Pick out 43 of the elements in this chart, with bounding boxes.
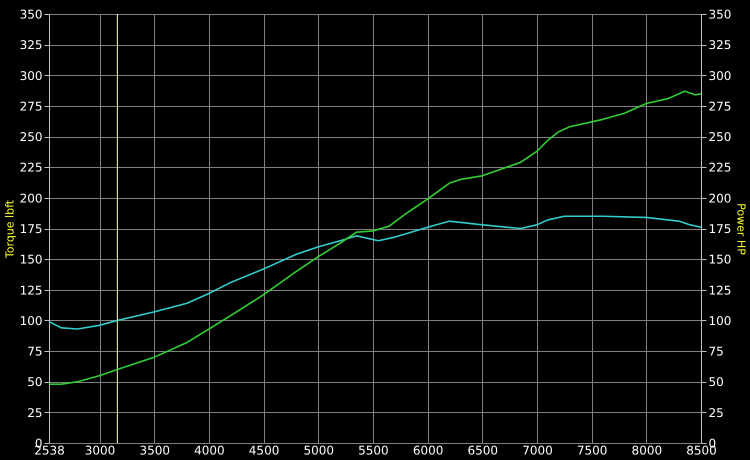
y-tick-label: 200 [20, 191, 42, 206]
y-tick-label: 350 [20, 8, 42, 22]
x-tick-label: 5500 [358, 444, 389, 458]
y-tick-label: 300 [20, 68, 42, 83]
y2-tick-label: 100 [708, 314, 732, 328]
y-tick-label: 25 [27, 406, 42, 420]
y2-tick-label: 150 [708, 252, 732, 267]
y2-tick-label: 325 [708, 38, 732, 52]
y-axis-title: Torque lbft [4, 199, 17, 260]
y2-tick-label: 350 [708, 8, 732, 22]
y2-tick-label: 200 [708, 191, 732, 206]
y2-tick-label: 225 [708, 160, 732, 175]
line-series [48, 215, 702, 330]
y2-tick-label: 125 [708, 283, 732, 298]
x-tick-label: 6000 [412, 444, 444, 458]
x-tick-label: 6500 [468, 444, 498, 458]
x-tick-label: 4500 [248, 444, 280, 458]
y-tick-label: 175 [20, 222, 42, 236]
y-tick-label: 250 [20, 130, 42, 144]
y-tick-label: 275 [20, 99, 42, 114]
y2-tick-label: 50 [708, 375, 724, 390]
y2-tick-label: 300 [708, 68, 732, 83]
y-tick-label: 325 [20, 38, 42, 52]
y2-tick-label: 250 [708, 130, 732, 144]
y2-tick-label: 25 [708, 406, 724, 420]
x-tick-label: 5000 [303, 444, 334, 458]
y2-tick-label: 175 [708, 222, 732, 236]
x-tick-label: 7000 [522, 444, 553, 458]
x-tick-label: 4000 [194, 444, 225, 458]
y-tick-label: 150 [20, 252, 42, 267]
y-tick-label: 100 [20, 314, 42, 328]
x-tick-label: 3500 [139, 444, 170, 458]
y-tick-label: 75 [27, 344, 42, 359]
y-tick-label: 50 [27, 375, 42, 390]
y-tick-label: 225 [20, 160, 42, 175]
x-tick-label: 8000 [632, 444, 662, 458]
x-tick-label: 7500 [576, 444, 608, 458]
x-tick-label: 3000 [84, 444, 116, 458]
y2-tick-label: 75 [708, 344, 724, 359]
y2-tick-label: 275 [708, 99, 732, 114]
line-series [48, 90, 702, 385]
y-tick-label: 125 [20, 283, 42, 298]
y2-axis-title: Power HP [734, 203, 748, 256]
